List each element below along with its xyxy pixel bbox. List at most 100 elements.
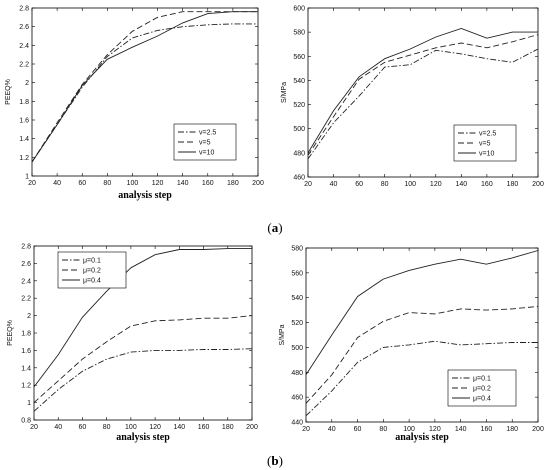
y-tick-label: 580 (293, 30, 305, 37)
y-tick-label: 1 (27, 400, 31, 407)
y-tick-label: 440 (291, 420, 303, 427)
x-tick-label: 100 (127, 180, 139, 187)
y-tick-label: 0.8 (21, 418, 31, 425)
x-tick-label: 180 (507, 181, 519, 188)
y-tick-label: 1.8 (19, 99, 29, 106)
series-line-3 (307, 28, 538, 154)
series-line-1 (307, 48, 539, 160)
x-tick-label: 40 (54, 424, 62, 431)
series-line-2 (305, 305, 539, 404)
x-tick-label: 140 (173, 424, 185, 431)
y-tick-label: 1.6 (21, 348, 31, 355)
x-tick-label: 180 (227, 180, 239, 187)
legend: v=2.5 v=5 v=10 (173, 123, 237, 161)
series-line-2 (307, 34, 539, 156)
y-axis-label: S/MPa (279, 324, 286, 345)
x-tick-label: 20 (304, 181, 312, 188)
legend-label: μ=0.4 (473, 396, 491, 403)
x-tick-label: 140 (455, 181, 467, 188)
legend-label: μ=0.1 (473, 376, 491, 383)
x-tick-label: 60 (79, 424, 87, 431)
series-line-1 (305, 340, 538, 417)
chart-3: 20 40 60 80 100 120 140 160 180 200 0.8 1 1.2 1.4 1.6 1… (7, 244, 258, 444)
x-tick-label: 200 (532, 181, 544, 188)
x-axis-label: analysis step (116, 432, 170, 443)
x-tick-label: 120 (430, 181, 442, 188)
y-axis-label: PEEQ% (7, 320, 14, 346)
legend-box (453, 124, 517, 162)
legend: μ=0.1 μ=0.2 μ=0.4 (447, 369, 517, 407)
legend-box (57, 251, 127, 289)
x-axis-label: analysis step (118, 190, 172, 201)
y-tick-label: 1.4 (19, 136, 29, 143)
y-tick-label: 500 (293, 126, 305, 133)
y-tick-label: 2.6 (21, 261, 31, 268)
legend-label: v=5 (199, 140, 211, 147)
x-tick-label: 80 (381, 181, 389, 188)
x-tick-label: 100 (125, 424, 137, 431)
x-tick-label: 160 (481, 181, 493, 188)
y-tick-label: 1.2 (19, 155, 29, 162)
x-tick-label: 160 (198, 424, 210, 431)
x-tick-label: 140 (455, 426, 467, 433)
legend-label: μ=0.4 (83, 278, 101, 285)
x-tick-label: 160 (202, 180, 214, 187)
x-tick-label: 20 (30, 424, 38, 431)
x-tick-label: 60 (78, 180, 86, 187)
legend-label: v=5 (479, 141, 491, 148)
y-tick-label: 540 (291, 295, 303, 302)
x-tick-label: 60 (355, 181, 363, 188)
caption-b: (b) (267, 453, 283, 468)
series-line-3 (31, 11, 258, 163)
chart-2: 20 40 60 80 100 120 140 160 180 200 460 480 500 520 54… (281, 6, 544, 189)
x-tick-label: 100 (403, 426, 415, 433)
y-tick-label: 2 (25, 80, 29, 87)
y-tick-label: 460 (293, 175, 305, 182)
series-line-3 (33, 248, 252, 388)
legend-label: μ=0.2 (473, 386, 491, 393)
series-line-1 (33, 348, 253, 412)
x-tick-label: 200 (252, 180, 264, 187)
y-tick-label: 1.8 (21, 331, 31, 338)
y-tick-label: 2.2 (19, 62, 29, 69)
series-line-2 (33, 315, 253, 403)
series-line-1 (31, 23, 258, 163)
x-tick-label: 20 (302, 426, 310, 433)
y-tick-label: 1.6 (19, 118, 29, 125)
legend: μ=0.1 μ=0.2 μ=0.4 (57, 251, 127, 289)
y-tick-label: 2.6 (19, 24, 29, 31)
chart-4: 20 40 60 80 100 120 140 160 180 200 440 460 480 500 52… (279, 246, 544, 444)
chart-1: 20 40 60 80 100 120 140 160 180 200 1 1.2 1.4 1.6 1.8 2… (5, 6, 264, 202)
x-tick-label: 40 (328, 426, 336, 433)
y-tick-label: 2.8 (21, 244, 31, 251)
legend-label: μ=0.1 (83, 258, 101, 265)
legend-box (447, 369, 517, 407)
x-tick-label: 120 (429, 426, 441, 433)
legend-label: v=2.5 (199, 130, 216, 137)
x-tick-label: 80 (103, 424, 111, 431)
y-tick-label: 480 (291, 370, 303, 377)
legend-label: v=10 (199, 150, 214, 157)
legend-label: v=10 (479, 151, 494, 158)
x-tick-label: 120 (152, 180, 164, 187)
legend-label: v=2.5 (479, 131, 496, 138)
x-tick-label: 40 (53, 180, 61, 187)
y-axis-label: S/MPa (281, 82, 288, 103)
series-line-3 (305, 250, 539, 376)
caption-a: (a) (267, 220, 282, 235)
y-tick-label: 2.4 (21, 278, 31, 285)
series-line-2 (31, 11, 258, 163)
y-tick-label: 1 (25, 174, 29, 181)
legend: v=2.5 v=5 v=10 (453, 124, 517, 162)
x-tick-label: 40 (330, 181, 338, 188)
y-tick-label: 1.4 (21, 365, 31, 372)
legend-box (173, 123, 237, 161)
x-tick-label: 80 (379, 426, 387, 433)
y-tick-label: 2 (27, 313, 31, 320)
y-tick-label: 520 (291, 320, 303, 327)
y-tick-label: 600 (293, 6, 305, 13)
x-tick-label: 60 (354, 426, 362, 433)
y-tick-label: 500 (291, 345, 303, 352)
y-tick-label: 460 (291, 395, 303, 402)
